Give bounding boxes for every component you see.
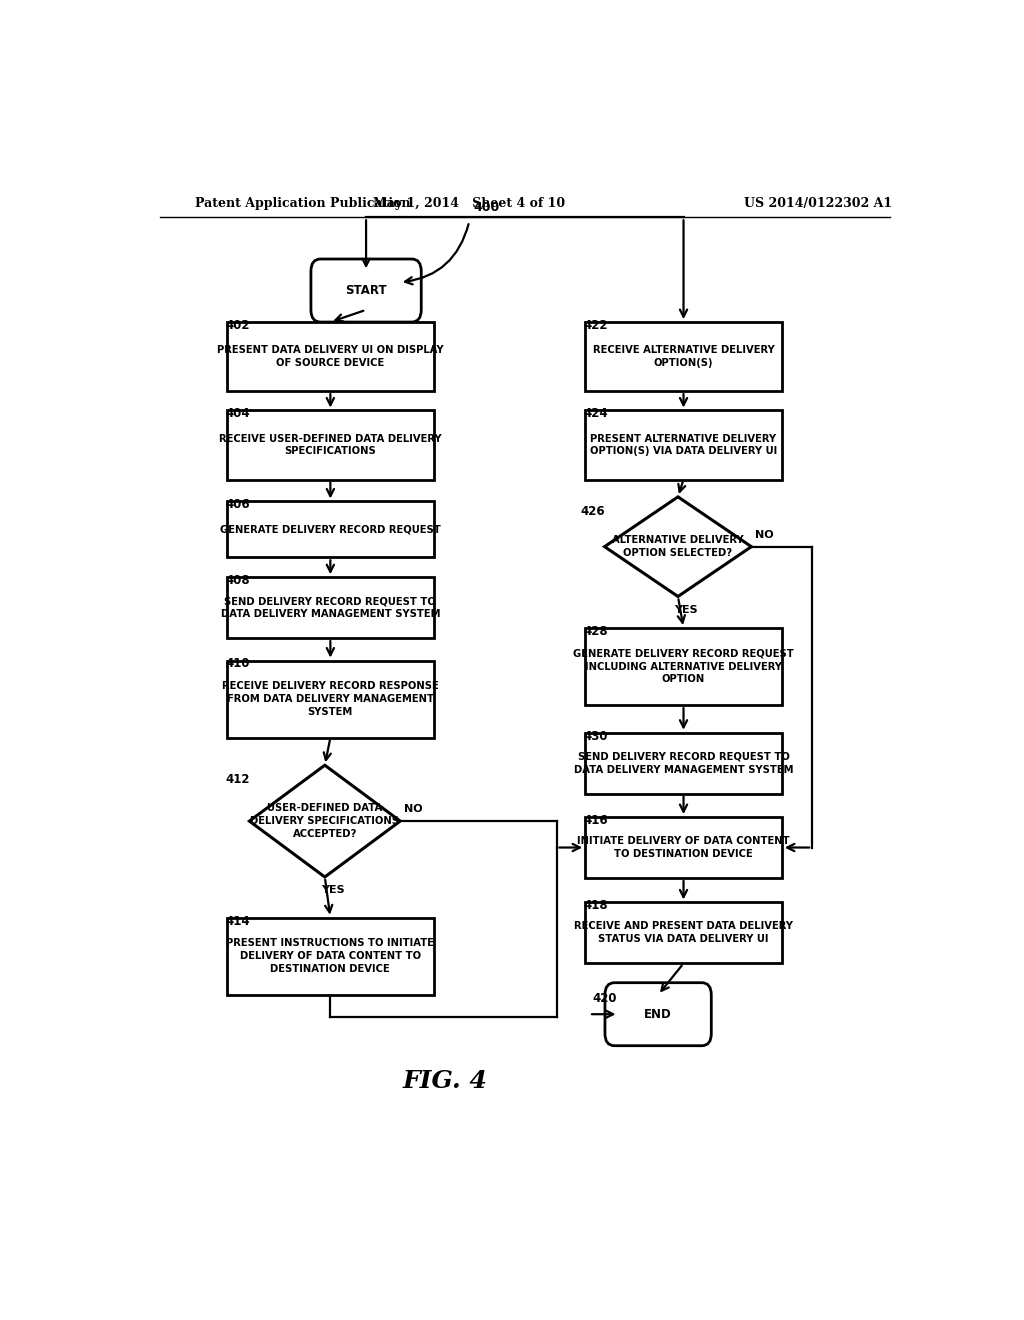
Polygon shape	[250, 766, 400, 876]
Text: START: START	[345, 284, 387, 297]
Text: SEND DELIVERY RECORD REQUEST TO
DATA DELIVERY MANAGEMENT SYSTEM: SEND DELIVERY RECORD REQUEST TO DATA DEL…	[220, 597, 440, 619]
Text: ALTERNATIVE DELIVERY
OPTION SELECTED?: ALTERNATIVE DELIVERY OPTION SELECTED?	[612, 536, 743, 558]
FancyBboxPatch shape	[585, 903, 782, 964]
Text: 400: 400	[473, 202, 500, 214]
Text: 406: 406	[225, 499, 250, 511]
Polygon shape	[604, 496, 752, 597]
Text: NO: NO	[404, 804, 423, 814]
Text: RECEIVE ALTERNATIVE DELIVERY
OPTION(S): RECEIVE ALTERNATIVE DELIVERY OPTION(S)	[593, 346, 774, 368]
Text: END: END	[644, 1007, 672, 1020]
Text: FIG. 4: FIG. 4	[403, 1069, 487, 1093]
Text: 428: 428	[584, 624, 608, 638]
FancyBboxPatch shape	[585, 411, 782, 479]
FancyBboxPatch shape	[227, 322, 433, 391]
FancyBboxPatch shape	[227, 917, 433, 995]
Text: 402: 402	[225, 319, 250, 333]
Text: 404: 404	[225, 408, 250, 420]
Text: INITIATE DELIVERY OF DATA CONTENT
TO DESTINATION DEVICE: INITIATE DELIVERY OF DATA CONTENT TO DES…	[578, 836, 790, 859]
Text: US 2014/0122302 A1: US 2014/0122302 A1	[744, 197, 893, 210]
Text: Patent Application Publication: Patent Application Publication	[196, 197, 411, 210]
Text: GENERATE DELIVERY RECORD REQUEST
INCLUDING ALTERNATIVE DELIVERY
OPTION: GENERATE DELIVERY RECORD REQUEST INCLUDI…	[573, 649, 794, 684]
Text: 408: 408	[225, 574, 250, 587]
Text: 420: 420	[592, 991, 616, 1005]
FancyBboxPatch shape	[227, 411, 433, 479]
Text: 414: 414	[225, 915, 250, 928]
FancyBboxPatch shape	[227, 577, 433, 638]
Text: 426: 426	[581, 506, 605, 517]
FancyBboxPatch shape	[585, 628, 782, 705]
Text: 422: 422	[584, 319, 608, 333]
FancyBboxPatch shape	[311, 259, 421, 322]
FancyBboxPatch shape	[605, 982, 712, 1045]
FancyBboxPatch shape	[585, 733, 782, 793]
FancyBboxPatch shape	[227, 502, 433, 557]
Text: RECEIVE AND PRESENT DATA DELIVERY
STATUS VIA DATA DELIVERY UI: RECEIVE AND PRESENT DATA DELIVERY STATUS…	[574, 921, 793, 944]
Text: USER-DEFINED DATA
DELIVERY SPECIFICATIONS
ACCEPTED?: USER-DEFINED DATA DELIVERY SPECIFICATION…	[250, 804, 399, 840]
FancyBboxPatch shape	[585, 322, 782, 391]
Text: 416: 416	[584, 814, 608, 826]
Text: PRESENT DATA DELIVERY UI ON DISPLAY
OF SOURCE DEVICE: PRESENT DATA DELIVERY UI ON DISPLAY OF S…	[217, 346, 443, 368]
Text: SEND DELIVERY RECORD REQUEST TO
DATA DELIVERY MANAGEMENT SYSTEM: SEND DELIVERY RECORD REQUEST TO DATA DEL…	[573, 752, 794, 775]
Text: 412: 412	[225, 774, 250, 787]
Text: YES: YES	[321, 886, 344, 895]
Text: NO: NO	[756, 529, 774, 540]
Text: RECEIVE DELIVERY RECORD RESPONSE
FROM DATA DELIVERY MANAGEMENT
SYSTEM: RECEIVE DELIVERY RECORD RESPONSE FROM DA…	[222, 681, 438, 717]
FancyBboxPatch shape	[585, 817, 782, 878]
Text: 424: 424	[584, 408, 608, 420]
Text: YES: YES	[674, 605, 697, 615]
Text: 430: 430	[584, 730, 608, 743]
Text: PRESENT INSTRUCTIONS TO INITIATE
DELIVERY OF DATA CONTENT TO
DESTINATION DEVICE: PRESENT INSTRUCTIONS TO INITIATE DELIVER…	[226, 939, 434, 974]
Text: 418: 418	[584, 899, 608, 912]
Text: 410: 410	[225, 657, 250, 671]
Text: PRESENT ALTERNATIVE DELIVERY
OPTION(S) VIA DATA DELIVERY UI: PRESENT ALTERNATIVE DELIVERY OPTION(S) V…	[590, 434, 777, 457]
Text: May 1, 2014   Sheet 4 of 10: May 1, 2014 Sheet 4 of 10	[373, 197, 565, 210]
FancyBboxPatch shape	[227, 660, 433, 738]
Text: GENERATE DELIVERY RECORD REQUEST: GENERATE DELIVERY RECORD REQUEST	[220, 524, 440, 535]
Text: RECEIVE USER-DEFINED DATA DELIVERY
SPECIFICATIONS: RECEIVE USER-DEFINED DATA DELIVERY SPECI…	[219, 434, 441, 457]
